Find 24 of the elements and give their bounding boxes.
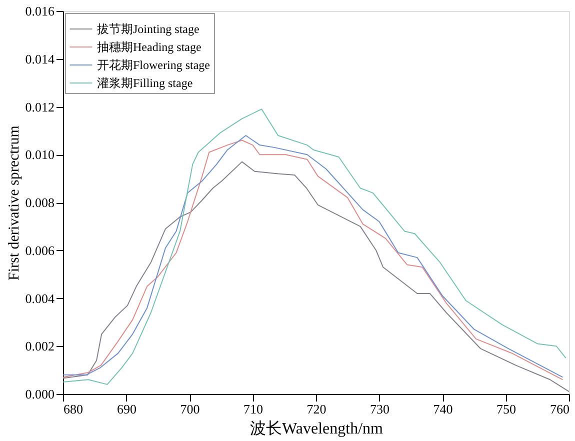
y-tick-label: 0.000 xyxy=(25,386,54,402)
y-tick-label: 0.006 xyxy=(25,242,55,258)
y-tick-label: 0.016 xyxy=(25,4,55,18)
x-tick-label: 680 xyxy=(64,402,83,416)
x-tick-label: 730 xyxy=(370,402,390,416)
x-tick-label: 760 xyxy=(550,402,570,416)
y-axis-title: First derivative sprectrum xyxy=(6,125,22,280)
y-tick-label: 0.004 xyxy=(25,290,55,306)
y-tick-label: 0.014 xyxy=(25,51,55,66)
y-tick-label: 0.008 xyxy=(25,195,54,210)
x-tick-label: 740 xyxy=(433,402,453,416)
y-tick-label: 0.012 xyxy=(25,99,54,114)
x-tick-label: 690 xyxy=(117,402,136,416)
x-tick-label: 700 xyxy=(180,402,200,416)
x-tick-label: 750 xyxy=(496,402,516,416)
x-tick-label: 720 xyxy=(306,402,326,416)
x-axis-title: 波长Wavelength/nm xyxy=(250,420,384,438)
legend-label: 开花期Flowering stage xyxy=(97,58,210,72)
legend-label: 抽穗期Heading stage xyxy=(97,40,202,54)
x-tick-label: 710 xyxy=(244,402,263,416)
y-tick-label: 0.002 xyxy=(25,338,54,354)
legend-label: 灌浆期Filling stage xyxy=(97,76,193,90)
legend-label: 拔节期Jointing stage xyxy=(97,22,200,36)
y-tick-label: 0.010 xyxy=(25,147,54,162)
